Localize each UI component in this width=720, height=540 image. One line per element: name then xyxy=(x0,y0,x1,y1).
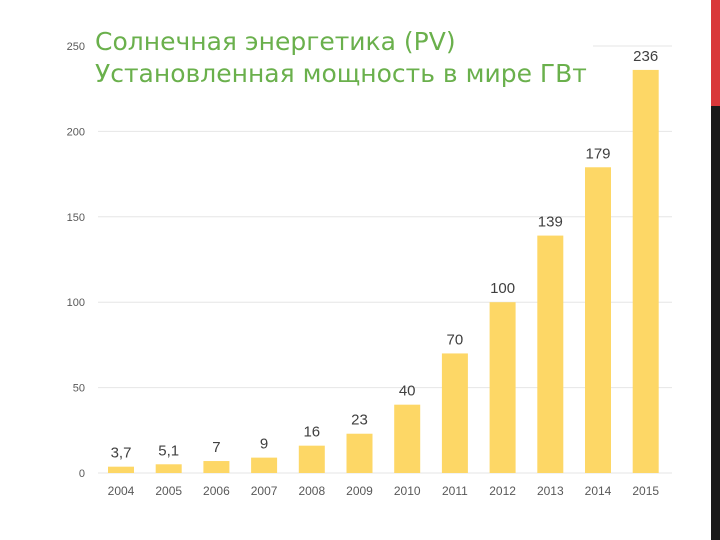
data-label: 70 xyxy=(447,331,464,348)
y-tick-label: 200 xyxy=(67,126,85,138)
x-tick-label: 2007 xyxy=(251,484,278,498)
data-label: 100 xyxy=(490,280,515,297)
x-tick-label: 2014 xyxy=(585,484,612,498)
y-tick-label: 50 xyxy=(73,383,85,395)
side-bar xyxy=(711,106,720,540)
data-label: 3,7 xyxy=(111,445,132,462)
x-tick-label: 2015 xyxy=(632,484,659,498)
data-label: 16 xyxy=(303,424,320,441)
x-tick-label: 2011 xyxy=(442,484,468,498)
y-tick-label: 250 xyxy=(67,41,85,53)
data-label: 139 xyxy=(538,214,563,231)
bar xyxy=(203,461,230,473)
bar xyxy=(632,69,659,474)
chart-title: Солнечная энергетика (PV) Установленная … xyxy=(95,26,593,90)
data-label: 40 xyxy=(399,383,416,400)
bar xyxy=(155,464,182,473)
data-label: 9 xyxy=(260,436,268,453)
bar xyxy=(346,433,373,473)
title-line-2: Установленная мощность в мире ГВт xyxy=(95,59,587,88)
y-tick-label: 150 xyxy=(67,212,85,224)
data-label: 236 xyxy=(633,48,658,65)
x-tick-label: 2008 xyxy=(298,484,325,498)
data-label: 23 xyxy=(351,412,368,429)
x-tick-label: 2013 xyxy=(537,484,564,498)
x-tick-label: 2010 xyxy=(394,484,421,498)
data-labels: 3,7 5,1 7 9 16 23 40 70 100 139 179 236 xyxy=(111,48,659,462)
bar xyxy=(108,466,134,473)
bar xyxy=(441,353,468,473)
x-axis-ticks: 2004 2005 2006 2007 2008 2009 2010 2011 2012 2013… xyxy=(108,484,660,498)
bar xyxy=(251,457,278,473)
y-tick-label: 100 xyxy=(67,297,85,309)
bar xyxy=(298,445,325,473)
y-axis-ticks: 0 50 100 150 200 250 xyxy=(67,41,85,480)
x-tick-label: 2006 xyxy=(203,484,230,498)
data-label: 179 xyxy=(585,145,610,162)
x-tick-label: 2009 xyxy=(346,484,373,498)
x-tick-label: 2004 xyxy=(108,484,135,498)
x-tick-label: 2012 xyxy=(489,484,516,498)
y-tick-label: 0 xyxy=(79,468,85,480)
bar xyxy=(537,235,564,473)
data-label: 7 xyxy=(212,439,220,456)
bar xyxy=(394,404,421,473)
bar xyxy=(585,167,611,473)
title-line-1: Солнечная энергетика (PV) xyxy=(95,27,456,56)
bars xyxy=(108,69,659,474)
data-label: 5,1 xyxy=(158,442,179,459)
x-tick-label: 2005 xyxy=(155,484,182,498)
accent-bar xyxy=(711,0,720,106)
bar xyxy=(489,302,516,473)
